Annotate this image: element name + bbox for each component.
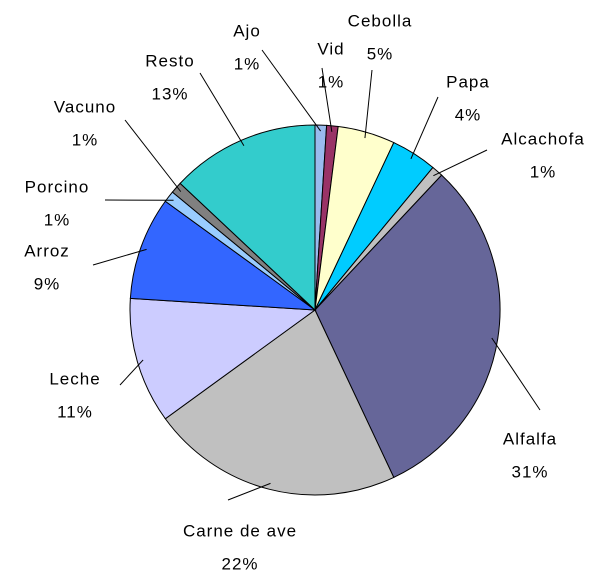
leader-line — [227, 482, 271, 501]
slice-label: Alfalfa — [503, 429, 557, 448]
leader-line — [364, 69, 373, 139]
leader-line — [119, 359, 144, 386]
slice-value-label: 1% — [530, 162, 557, 181]
slice-label: Porcino — [25, 177, 90, 196]
slice-value-label: 4% — [455, 105, 482, 124]
slice-label: Vid — [317, 39, 344, 58]
leader-line — [261, 49, 322, 132]
slice-label: Ajo — [233, 21, 261, 40]
pie-slice — [129, 200, 317, 311]
slice-value-label: 9% — [34, 274, 61, 293]
slice-label: Cebolla — [348, 11, 413, 30]
pie-slice — [179, 124, 316, 312]
leader-line — [321, 67, 333, 132]
leader-line — [92, 248, 147, 266]
slice-label: Papa — [446, 72, 490, 91]
leader-line — [124, 119, 182, 192]
slice-label: Leche — [49, 369, 100, 388]
slice-label: Carne de ave — [183, 521, 297, 540]
slice-value-label: 5% — [367, 44, 394, 63]
slice-value-label: 1% — [72, 130, 99, 149]
pie-slice — [314, 174, 501, 479]
slice-value-label: 1% — [44, 210, 71, 229]
slice-value-label: 13% — [151, 84, 188, 103]
slice-label: Alcachofa — [501, 129, 585, 148]
leader-line — [199, 72, 245, 146]
slice-value-label: 22% — [221, 554, 258, 573]
slice-label: Arroz — [24, 241, 70, 260]
slice-value-label: 1% — [234, 54, 261, 73]
leader-line — [433, 149, 488, 177]
slice-value-label: 11% — [57, 402, 93, 421]
pie-slice — [129, 297, 317, 420]
slice-label: Resto — [145, 51, 194, 70]
slice-value-label: 31% — [511, 462, 548, 481]
slice-value-label: 1% — [318, 72, 345, 91]
slice-label: Vacuno — [54, 97, 116, 116]
pie-slice — [164, 309, 395, 496]
leader-line — [410, 96, 439, 160]
leader-line — [491, 337, 541, 411]
